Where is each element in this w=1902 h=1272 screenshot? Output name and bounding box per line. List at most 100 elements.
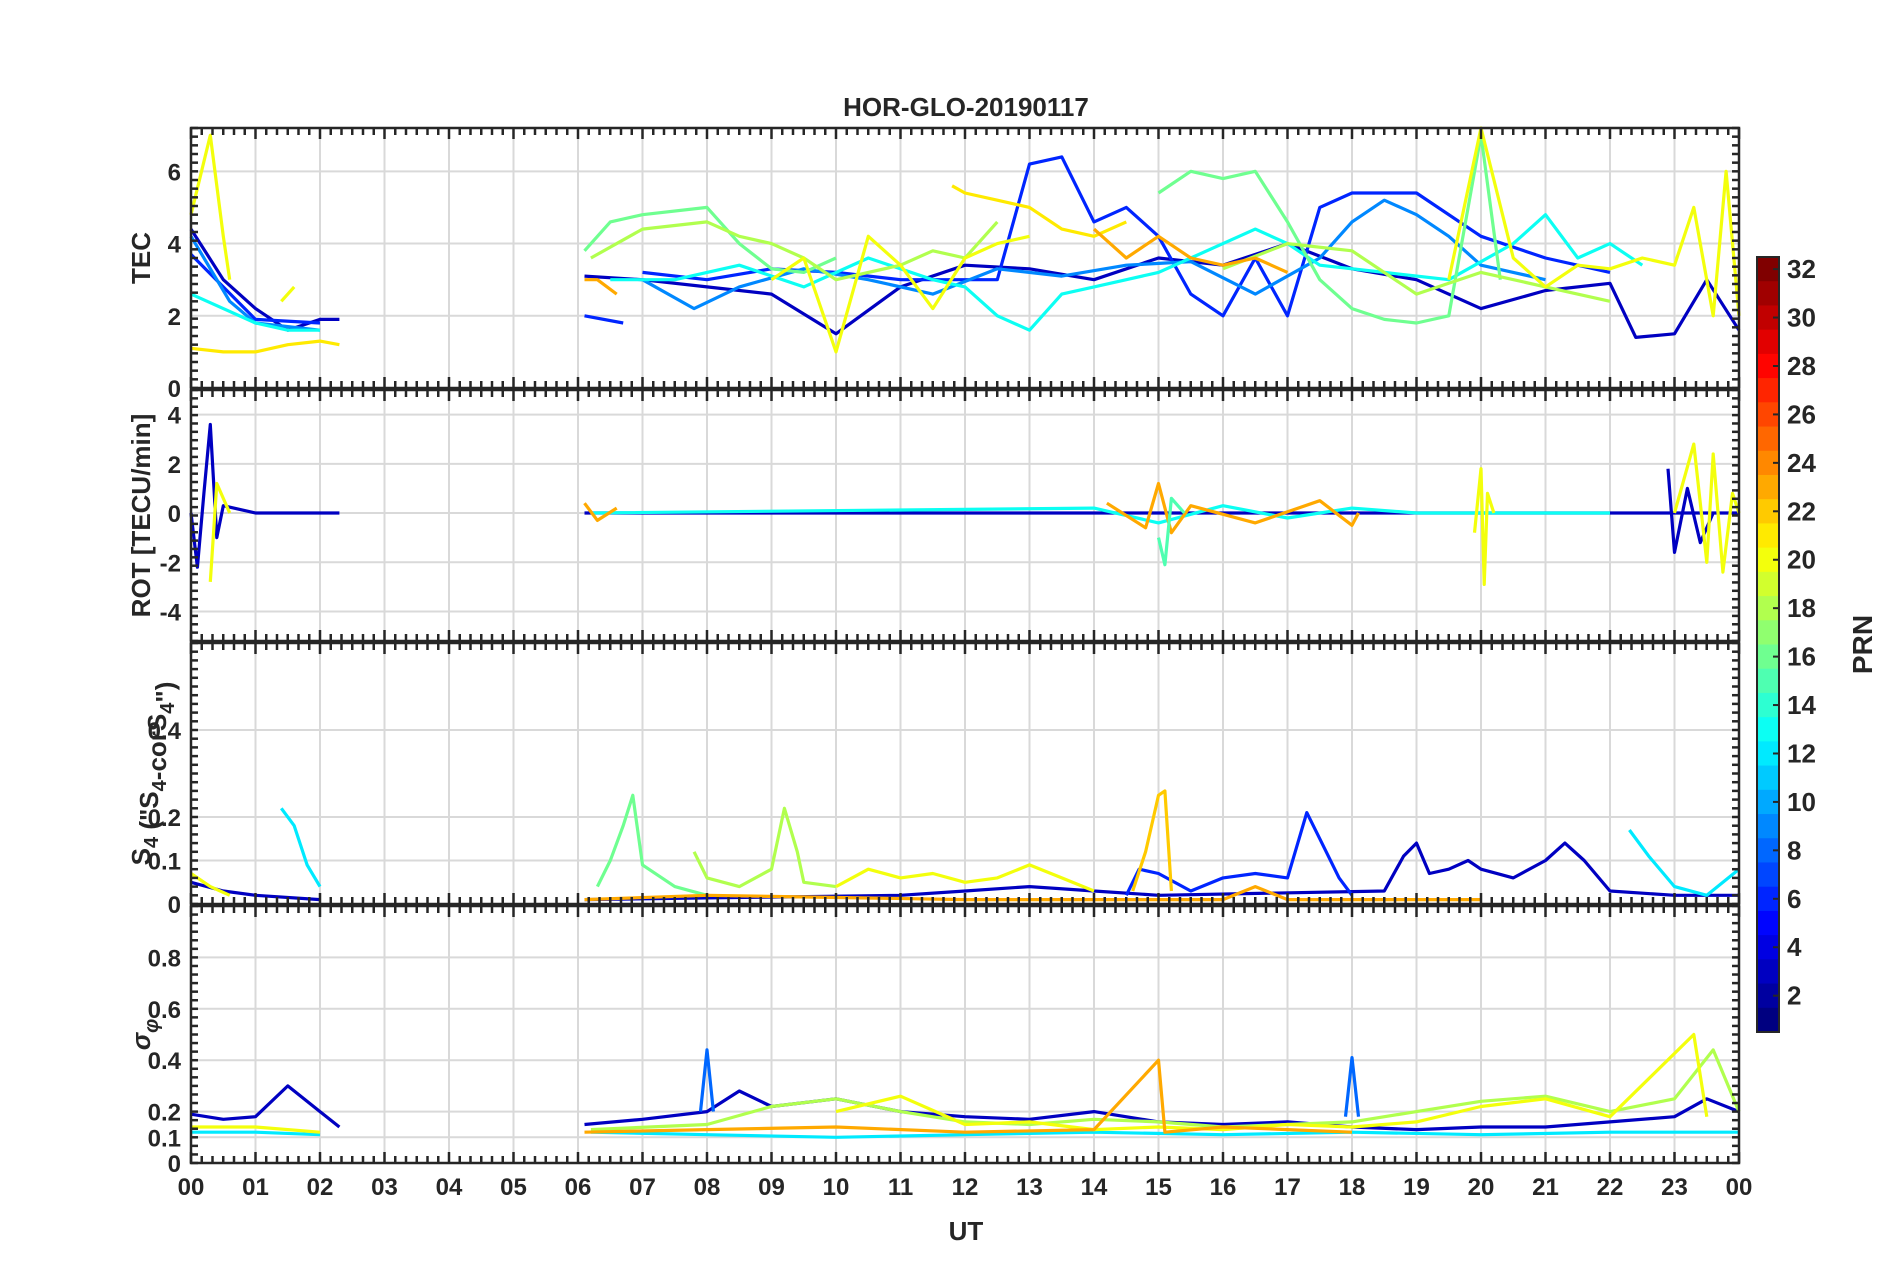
panel-3: 0 0.1 0.2 0.4S4 ("S4-corS4") — [126, 641, 1741, 919]
colorbar-swatch — [1757, 910, 1779, 936]
colorbar-tick-label: 12 — [1787, 738, 1816, 768]
colorbar-tick-label: 2 — [1787, 981, 1801, 1011]
colorbar-frame — [1756, 256, 1780, 1033]
colorbar-swatch — [1757, 668, 1779, 694]
x-axis-label: UT — [949, 1216, 984, 1246]
y-tick-label: 2 — [168, 452, 181, 479]
colorbar-swatch — [1757, 886, 1779, 912]
y-tick-label: 0.1 — [148, 1125, 181, 1152]
series-line-prn-18 — [692, 806, 837, 889]
y-tick-label: 0.2 — [148, 805, 181, 832]
colorbar-swatch — [1757, 741, 1779, 767]
x-tick-label: 23 — [1661, 1174, 1688, 1201]
figure-title: HOR-GLO-20190117 — [843, 92, 1089, 122]
y-tick-label: 4 — [168, 232, 182, 259]
minor-ticks — [189, 388, 1741, 643]
colorbar-swatch — [1757, 765, 1779, 791]
colorbar-swatch — [1757, 959, 1779, 985]
series-line-prn-13 — [590, 504, 1610, 525]
colorbar-swatch — [1757, 620, 1779, 646]
colorbar-tick-label: 32 — [1787, 254, 1816, 284]
minor-ticks — [189, 904, 1741, 1165]
colorbar-swatch — [1757, 983, 1779, 1009]
colorbar-swatch — [1757, 450, 1779, 476]
colorbar-tick-label: 20 — [1787, 545, 1816, 575]
panel-2: -4 -2 0 2 4 ROT [TECU/min] — [126, 388, 1741, 643]
x-tick-label: 20 — [1468, 1174, 1495, 1201]
colorbar-label: PRN — [1847, 615, 1878, 674]
series-line-prn-22 — [1131, 789, 1173, 892]
series-group — [190, 1032, 1741, 1139]
y-axis-label: σφ — [126, 1019, 163, 1050]
colorbar-swatch — [1757, 596, 1779, 621]
colorbar-tick-label: 18 — [1787, 593, 1816, 623]
y-tick-label: 0.4 — [148, 718, 182, 745]
colorbar-swatch — [1757, 838, 1779, 864]
x-tick-label: 07 — [629, 1174, 656, 1201]
colorbar-tick-label: 28 — [1787, 351, 1816, 381]
colorbar-swatch — [1757, 789, 1779, 815]
x-tick-label: 17 — [1274, 1174, 1301, 1201]
minor-ticks — [189, 641, 1741, 906]
y-tick-label: 0 — [168, 892, 181, 919]
y-axis-label: ROT [TECU/min] — [126, 414, 156, 618]
colorbar-swatch — [1757, 329, 1779, 355]
colorbar-tick-label: 16 — [1787, 642, 1816, 672]
series-line-prn-12 — [280, 807, 1741, 897]
colorbar-swatch — [1757, 935, 1779, 960]
colorbar-swatch — [1757, 378, 1779, 403]
colorbar-tick-label: 22 — [1787, 496, 1816, 526]
colorbar-swatch — [1757, 547, 1779, 573]
x-tick-label: 11 — [888, 1174, 913, 1201]
x-tick-label: 08 — [694, 1174, 721, 1201]
y-tick-label: 0.8 — [148, 945, 181, 972]
colorbar-swatch — [1757, 862, 1779, 888]
series-line-prn-16 — [595, 793, 708, 897]
panel-4: 00.10.2 0.4 0.6 0.8 σφ — [126, 904, 1741, 1178]
x-tick-label: 01 — [242, 1174, 269, 1201]
x-tick-label: 14 — [1081, 1174, 1108, 1201]
x-tick-label: 12 — [952, 1174, 979, 1201]
series-line-prn-15 — [1156, 496, 1186, 567]
colorbar-swatch — [1757, 426, 1779, 452]
colorbar-swatch — [1757, 474, 1779, 500]
y-tick-label: 0 — [168, 376, 181, 403]
colorbar-tick-label: 10 — [1787, 787, 1816, 817]
colorbar-tick-label: 8 — [1787, 835, 1801, 865]
x-tick-label: 03 — [371, 1174, 398, 1201]
y-axis-label: S4 ("S4-corS4") — [126, 682, 180, 866]
series-group — [189, 126, 1741, 354]
series-line-prn-20 — [189, 126, 1741, 354]
colorbar-swatch — [1757, 257, 1779, 282]
series-line-prn-9 — [189, 198, 1546, 332]
x-tick-labels: 00 01 02 03 04 05 06 07 08 09 10 11 12 13 14 15 16 17 18 19… — [178, 1174, 1753, 1201]
series-line-prn-8 — [698, 1048, 1361, 1117]
x-tick-label: 22 — [1597, 1174, 1624, 1201]
x-tick-label: 18 — [1339, 1174, 1366, 1201]
colorbar-tick-label: 26 — [1787, 399, 1816, 429]
series-line-prn-13 — [190, 213, 1644, 332]
series-line-prn-23 — [584, 1058, 1353, 1134]
x-tick-label: 16 — [1210, 1174, 1237, 1201]
x-tick-label: 21 — [1532, 1174, 1559, 1201]
colorbar-tick-label: 6 — [1787, 884, 1801, 914]
colorbar-tick-label: 30 — [1787, 303, 1816, 333]
colorbar-swatch — [1757, 402, 1779, 428]
y-tick-label: -2 — [160, 550, 181, 577]
y-tick-label: 0.4 — [148, 1048, 182, 1075]
x-tick-label: 00 — [1726, 1174, 1753, 1201]
y-tick-label: 0.2 — [148, 1100, 181, 1127]
x-tick-label: 09 — [758, 1174, 785, 1201]
colorbar-swatch — [1757, 1007, 1779, 1033]
x-tick-label: 00 — [178, 1174, 205, 1201]
y-tick-label: 0.1 — [148, 849, 181, 876]
x-tick-label: 05 — [500, 1174, 527, 1201]
series-line-prn-20 — [208, 442, 1741, 586]
series-line-prn-21 — [190, 184, 1127, 354]
colorbar-swatch — [1757, 499, 1779, 525]
series-line-prn-6 — [1124, 811, 1354, 897]
